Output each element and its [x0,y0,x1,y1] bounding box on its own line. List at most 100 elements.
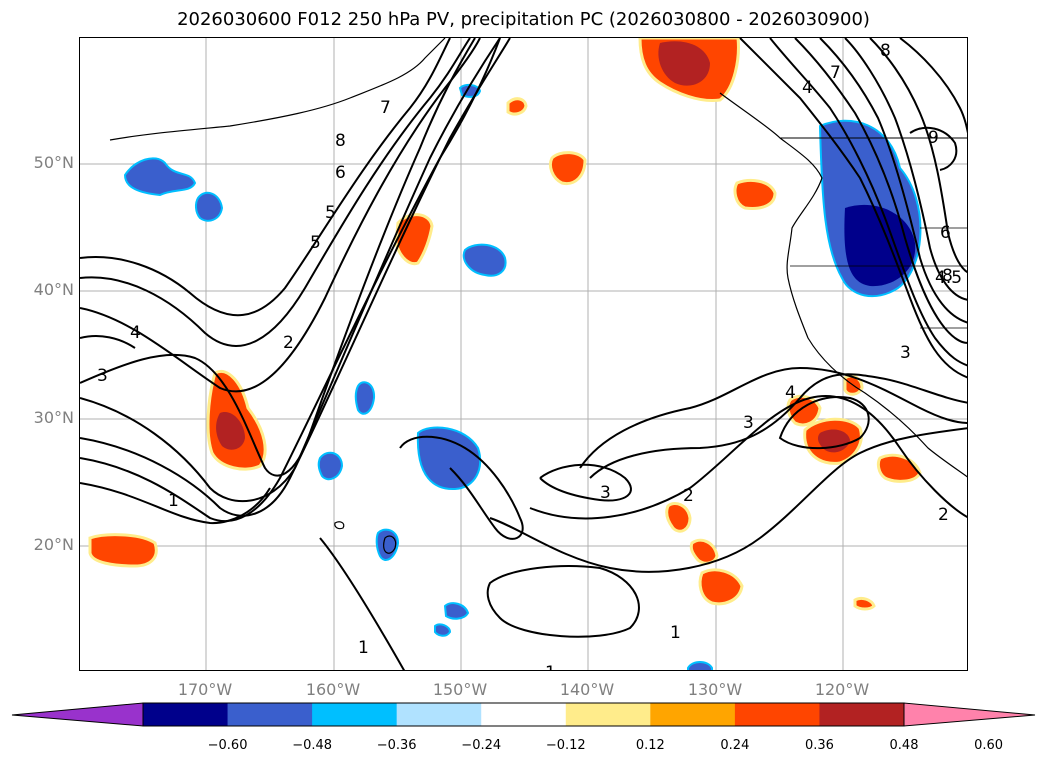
lon-label-160w: 160°W [305,680,361,699]
pv-contour-line [486,565,640,638]
pv-contour-line [819,38,967,324]
colorbar-segment [396,703,482,726]
pv-contour-line [778,396,870,450]
pv-contour-line [319,537,406,670]
pv-contour-line [739,38,967,379]
contour-label: 3 [600,483,611,503]
colorbar-segment [734,703,820,726]
contour-label: 5 [325,203,336,223]
colorbar-segment [143,703,229,726]
colorbar-tick-label: 0.48 [889,738,919,753]
lon-label-120w: 120°W [814,680,870,699]
colorbar-tick-label: 0.12 [635,738,665,753]
pv-contour-line [899,38,967,134]
negative-precip-areas [123,83,922,670]
pv-contour-line [769,38,967,367]
pv-contour-line [399,435,524,540]
aleutian-coast [109,38,446,141]
colorbar-tick-label: 0.24 [720,738,750,753]
positive-precip-blob [88,533,158,568]
negative-precip-blob [434,623,452,637]
colorbar-segment [227,703,313,726]
pv-contour-line [844,38,967,301]
pv-contour-line [80,38,451,317]
contour-label: 3 [97,366,108,386]
hawaii-island [383,535,397,554]
positive-precip-blob [665,502,692,533]
coastlines [109,38,967,554]
negative-precip-blob [416,426,482,491]
map-panel: 1 1 1 1 2 2 2 3 3 3 3 4 4 4 4.5 5 5 6 6 … [79,37,968,671]
colorbar-segment [819,703,905,726]
positive-precip-blob [506,97,528,116]
pv-contour-line [80,38,481,393]
pv-contour-line [539,463,632,502]
lon-label-150w: 150°W [432,680,488,699]
lat-label-50n: 50°N [33,153,74,172]
negative-precip-blob [123,157,197,197]
pv-contour-line [80,335,136,349]
map-title: 2026030600 F012 250 hPa PV, precipitatio… [177,9,870,30]
north-america-coast [719,92,967,478]
colorbar-tick-label: −0.24 [461,738,502,753]
contour-label: 2 [938,505,949,525]
lat-label-40n: 40°N [33,280,74,299]
colorbar-extend-high [903,702,1036,727]
positive-precip-core [817,429,850,453]
contour-label: 4 [785,383,796,403]
negative-precip-blob [443,602,470,620]
contour-label: 3 [900,343,911,363]
contour-label: 8 [942,266,953,286]
colorbar-tick-label: −0.36 [376,738,417,753]
contour-label: 7 [380,98,391,118]
colorbar-frame [142,702,905,727]
negative-precip-blob [317,451,344,481]
positive-precip-core [216,412,245,450]
colorbar-segment [312,703,398,726]
colorbar-tick-label: 0.60 [974,738,1004,753]
contour-label: 6 [940,223,951,243]
lat-label-20n: 20°N [33,535,74,554]
positive-precip-blob [853,596,876,611]
positive-precip-blob [394,213,434,266]
colorbar [11,702,1036,727]
colorbar-segment [650,703,736,726]
pv-contour-line [589,373,967,479]
colorbar-segments [143,703,905,726]
negative-precip-blob [194,191,224,222]
positive-precip-blob [548,151,587,186]
negative-precip-blob [687,661,713,670]
negative-precip-blob [375,528,400,561]
negative-precip-blob [462,243,507,277]
contour-label: 1 [545,663,556,671]
contour-label: 3 [743,413,754,433]
contour-label: 2 [683,486,694,506]
pv-contour-line [80,38,501,523]
pv-contour-line [794,38,967,344]
contour-label: 7 [830,63,841,83]
contour-label: 4.5 [935,268,962,288]
contour-label: 5 [310,233,321,253]
colorbar-extend-low [11,702,144,727]
contour-label: 2 [283,333,294,353]
pv-contour-line [529,395,967,520]
colorbar-segment [565,703,651,726]
contour-label: 6 [335,163,346,183]
colorbar-tick-label: −0.48 [292,738,333,753]
pv-contour-line [489,427,967,573]
lon-label-140w: 140°W [559,680,615,699]
contour-label: 8 [335,131,346,151]
contour-label: 9 [928,128,939,148]
colorbar-tick-label: −0.12 [545,738,586,753]
colorbar-tick-label: −0.60 [207,738,248,753]
contour-labels: 1 1 1 1 2 2 2 3 3 3 3 4 4 4 4.5 5 5 6 6 … [97,41,962,671]
pv-contour-line [80,38,511,517]
contour-label: 1 [670,623,681,643]
lon-label-130w: 130°W [687,680,743,699]
negative-precip-blob [354,381,376,415]
colorbar-segment [481,703,567,726]
lat-label-30n: 30°N [33,408,74,427]
positive-precip-blob [733,179,777,210]
pv-contour-line [80,38,471,347]
contour-label: 4 [802,78,813,98]
